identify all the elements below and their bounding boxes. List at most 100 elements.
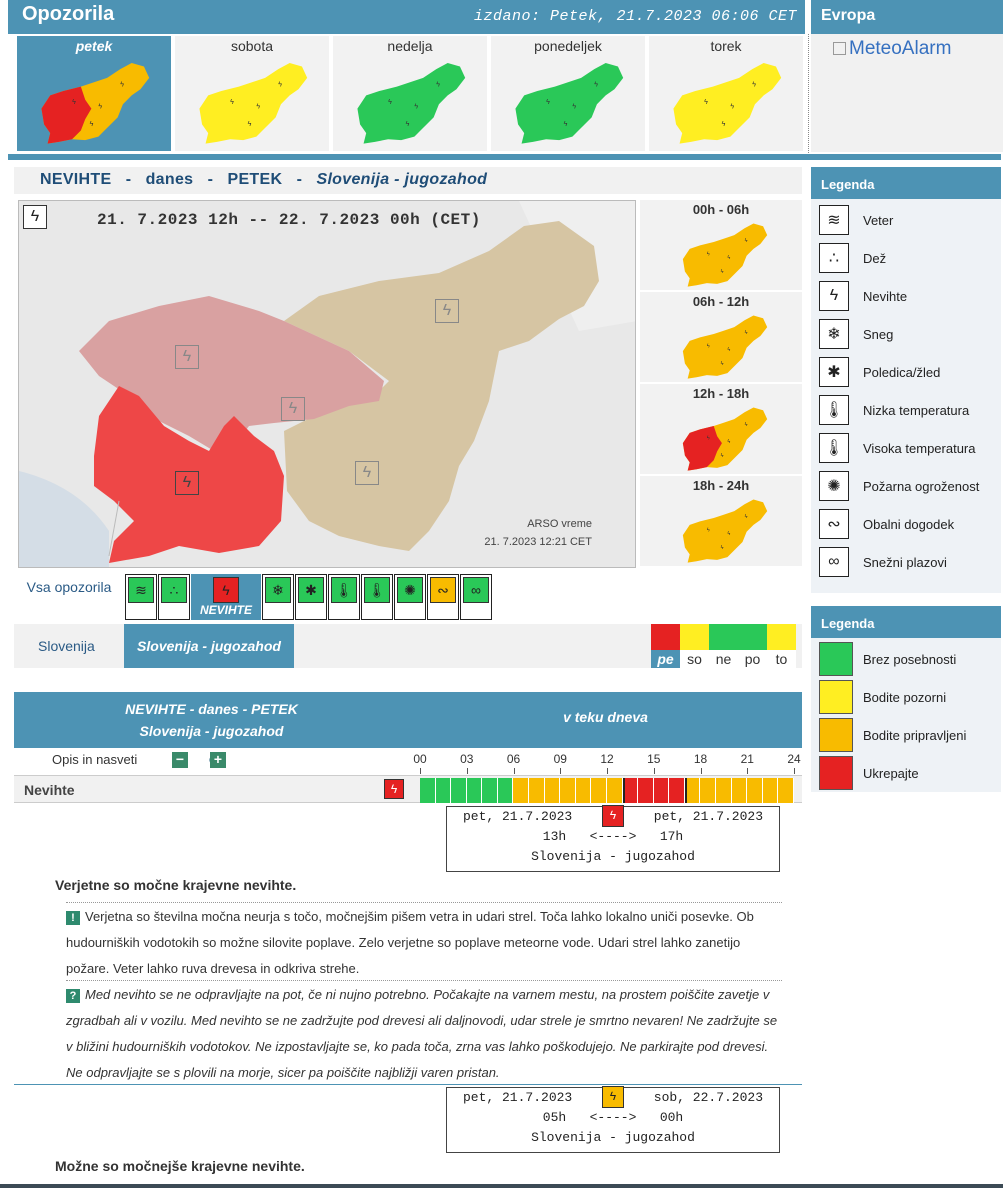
hour-cell bbox=[466, 778, 483, 803]
hour-cell bbox=[591, 778, 607, 803]
map-credit: ARSO vreme 21. 7.2023 12:21 CET bbox=[484, 518, 592, 548]
svg-text:ϟ: ϟ bbox=[707, 344, 710, 350]
hour-cell bbox=[638, 778, 654, 803]
svg-text:ϟ: ϟ bbox=[730, 104, 734, 111]
svg-text:ϟ: ϟ bbox=[721, 545, 724, 551]
ice-icon: ✱ bbox=[298, 577, 324, 603]
hazard-legend: ≋ Veter ∴ Dež ϟ Nevihte ❄ Sneg ✱ Poledica/žled 🌡 Ni… bbox=[811, 199, 1001, 593]
hazard-tab-rain[interactable]: ∴ bbox=[158, 574, 190, 620]
question-icon: ? bbox=[66, 989, 80, 1003]
six-hour-map[interactable]: 18h - 24h ϟ ϟ ϟ ϟ bbox=[640, 476, 802, 568]
options-row: Opis in nasveti − + bbox=[14, 750, 802, 772]
svg-text:ϟ: ϟ bbox=[727, 347, 730, 353]
low-temp-icon: 🌡 bbox=[331, 577, 357, 603]
color-swatch bbox=[819, 680, 853, 714]
hour-cell bbox=[451, 778, 467, 803]
hazard-tab-low-temp[interactable]: 🌡 bbox=[328, 574, 360, 620]
color-swatch bbox=[819, 718, 853, 752]
six-hour-map[interactable]: 06h - 12h ϟ ϟ ϟ ϟ bbox=[640, 292, 802, 384]
svg-text:ϟ: ϟ bbox=[388, 99, 392, 106]
timeline-tick: 15 bbox=[647, 752, 661, 766]
legend-item: ✺ Požarna ogroženost bbox=[819, 471, 979, 501]
europe-panel: MeteoAlarm bbox=[811, 34, 1003, 152]
hazard-tab-thunderstorm[interactable]: ϟ NEVIHTE bbox=[191, 574, 261, 620]
meteoalarm-link[interactable]: MeteoAlarm bbox=[833, 38, 951, 60]
region-country[interactable]: Slovenija bbox=[38, 638, 95, 654]
warning-time-box: pet, 21.7.2023 ϟ pet, 21.7.2023 13h <---->… bbox=[446, 805, 780, 872]
region-thunderstorm-icon[interactable]: ϟ bbox=[435, 299, 459, 323]
legend-item: Ukrepajte bbox=[819, 756, 919, 790]
timeline-tick: 03 bbox=[460, 752, 474, 766]
fire-icon: ✺ bbox=[819, 471, 849, 501]
current-time-marker bbox=[622, 778, 625, 803]
six-hour-map[interactable]: 00h - 06h ϟ ϟ ϟ ϟ bbox=[640, 200, 802, 292]
day-tab-torek[interactable]: torek ϟ ϟ ϟ ϟ bbox=[649, 36, 803, 151]
snow-icon: ❄ bbox=[819, 319, 849, 349]
region-thunderstorm-icon[interactable]: ϟ bbox=[175, 345, 199, 369]
day-tab-nedelja[interactable]: nedelja ϟ ϟ ϟ ϟ bbox=[333, 36, 487, 151]
color-swatch bbox=[819, 756, 853, 790]
ice-icon: ✱ bbox=[819, 357, 849, 387]
day-strip: pe so ne po to bbox=[651, 624, 796, 668]
thunderstorm-icon: ϟ bbox=[819, 281, 849, 311]
legend-item: ∞ Snežni plazovi bbox=[819, 547, 947, 577]
day-tab-ponedeljek[interactable]: ponedeljek ϟ ϟ ϟ ϟ bbox=[491, 36, 645, 151]
forecast-header: NEVIHTE - danes - PETEK - Slovenija - ju… bbox=[14, 167, 802, 194]
hour-cell bbox=[482, 778, 498, 803]
svg-text:ϟ: ϟ bbox=[72, 99, 76, 106]
hour-cell bbox=[762, 778, 779, 803]
options-label: Opis in nasveti bbox=[52, 752, 138, 767]
hazard-tab-coastal[interactable]: ∾ bbox=[427, 574, 459, 620]
region-selected[interactable]: Slovenija - jugozahod bbox=[124, 624, 294, 668]
day-strip-cell[interactable]: so bbox=[680, 624, 709, 668]
svg-text:ϟ: ϟ bbox=[745, 238, 748, 244]
legend-item: Bodite pripravljeni bbox=[819, 718, 966, 752]
current-time-marker bbox=[684, 778, 687, 803]
avalanche-icon: ∞ bbox=[819, 547, 849, 577]
timeline-header: NEVIHTE - danes - PETEK Slovenija - jugoz… bbox=[14, 692, 802, 748]
day-tab-petek[interactable]: petek ϟ ϟ ϟ ϟ bbox=[17, 36, 171, 151]
hour-cell bbox=[513, 778, 530, 803]
day-tab-sobota[interactable]: sobota ϟ ϟ ϟ ϟ bbox=[175, 36, 329, 151]
hazard-tab-high-temp[interactable]: 🌡 bbox=[361, 574, 393, 620]
day-strip-cell[interactable]: pe bbox=[651, 624, 680, 668]
svg-text:ϟ: ϟ bbox=[436, 82, 440, 89]
expand-icon[interactable]: + bbox=[210, 752, 226, 768]
svg-text:ϟ: ϟ bbox=[721, 453, 724, 459]
svg-text:ϟ: ϟ bbox=[727, 255, 730, 261]
hazard-tab-ice[interactable]: ✱ bbox=[295, 574, 327, 620]
day-label: nedelja bbox=[387, 38, 433, 54]
all-warnings-link[interactable]: Vsa opozorila bbox=[26, 579, 112, 595]
hour-cell bbox=[435, 778, 452, 803]
day-strip-cell[interactable]: ne bbox=[709, 624, 738, 668]
day-strip-cell[interactable]: to bbox=[767, 624, 796, 668]
europe-header: Evropa bbox=[811, 0, 1003, 34]
six-hour-map[interactable]: 12h - 18h ϟ ϟ ϟ ϟ bbox=[640, 384, 802, 476]
warning-map[interactable]: ϟ ϟ ϟ ϟ ϟ ϟ 21. 7.2023 12h -- 22. 7.2023… bbox=[18, 200, 636, 568]
hazard-selected-name: NEVIHTE bbox=[199, 603, 252, 617]
hour-cell bbox=[606, 778, 623, 803]
warning-advice: ? Med nevihto se ne odpravljajte na pot, … bbox=[66, 980, 782, 1086]
region-thunderstorm-icon[interactable]: ϟ bbox=[355, 461, 379, 485]
hour-cell bbox=[544, 778, 561, 803]
issued-time: izdano: Petek, 21.7.2023 06:06 CET bbox=[473, 8, 797, 25]
hazard-tab-fire[interactable]: ✺ bbox=[394, 574, 426, 620]
day-selector: petek ϟ ϟ ϟ ϟ sobota ϟ ϟ ϟ ϟ nedelja ϟ ϟ ϟ ϟ ponedel… bbox=[17, 36, 807, 151]
timeline-row-label: Nevihte bbox=[24, 782, 75, 798]
svg-text:ϟ: ϟ bbox=[546, 99, 550, 106]
hazard-tab-snow[interactable]: ❄ bbox=[262, 574, 294, 620]
hour-cell bbox=[653, 778, 670, 803]
hazard-tab-avalanche[interactable]: ∞ bbox=[460, 574, 492, 620]
collapse-icon[interactable]: − bbox=[172, 752, 188, 768]
svg-text:ϟ: ϟ bbox=[707, 252, 710, 258]
rain-icon: ∴ bbox=[819, 243, 849, 273]
region-thunderstorm-icon[interactable]: ϟ bbox=[175, 471, 199, 495]
day-strip-cell[interactable]: po bbox=[738, 624, 767, 668]
hazard-tab-wind[interactable]: ≋ bbox=[125, 574, 157, 620]
region-thunderstorm-icon[interactable]: ϟ bbox=[281, 397, 305, 421]
day-label: petek bbox=[75, 38, 113, 54]
day-label: torek bbox=[710, 38, 742, 54]
six-hour-label: 12h - 18h bbox=[692, 386, 750, 401]
svg-text:ϟ: ϟ bbox=[406, 121, 410, 128]
hour-cell bbox=[731, 778, 748, 803]
